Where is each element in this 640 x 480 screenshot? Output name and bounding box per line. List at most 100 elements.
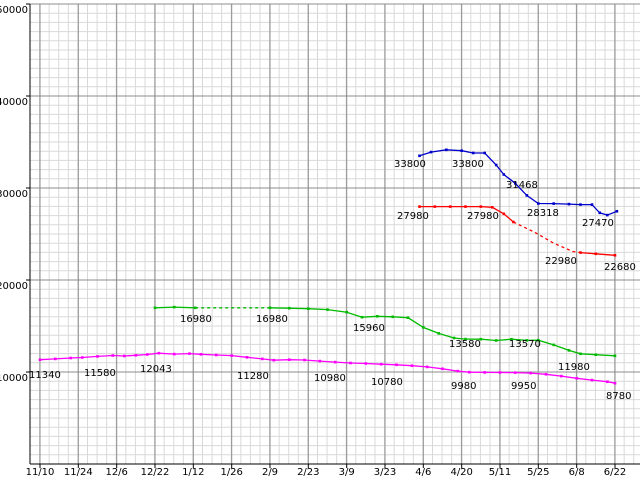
data-point-marker [333,360,337,364]
data-point-marker [318,359,322,363]
y-tick-label: 40000 [0,97,28,108]
data-point-marker [494,339,498,342]
y-tick-label: 30000 [0,189,28,200]
value-label: 15960 [353,323,385,334]
data-point-marker [287,306,291,310]
data-point-marker [268,306,272,310]
data-point-marker [567,349,571,352]
data-point-marker [245,356,249,359]
x-tick-label: 5/25 [527,467,549,478]
data-point-marker [594,353,598,356]
data-point-marker [615,210,619,213]
value-label: 12043 [140,364,172,375]
data-point-marker [111,354,115,357]
x-tick-label: 3/9 [339,467,355,478]
data-point-marker [448,205,452,208]
data-point-marker [479,337,483,341]
data-point-marker [349,361,352,365]
magenta-series-markers [38,351,617,385]
data-point-marker [441,367,444,371]
data-point-marker [598,211,601,215]
data-point-marker [188,352,191,355]
data-point-marker [452,336,456,340]
x-tick-label: 12/6 [105,467,127,478]
value-label: 9980 [451,381,476,392]
data-point-marker [567,202,571,206]
value-label: 22980 [545,256,577,267]
data-point-marker [146,353,149,356]
x-tick-label: 2/9 [262,467,278,478]
data-point-marker [606,380,609,383]
data-point-marker [193,306,197,310]
data-point-marker [215,353,218,357]
green-series-markers [153,305,617,358]
data-point-marker [579,203,582,206]
x-tick-label: 6/8 [569,467,585,478]
data-point-marker [422,326,425,329]
data-point-marker [498,371,502,374]
data-point-marker [360,315,364,319]
x-tick-label: 4/6 [415,467,431,478]
value-label: 10780 [371,377,403,388]
value-label: 27980 [397,211,429,222]
data-point-marker [590,378,594,382]
red-series-segment [419,205,514,223]
x-tick-label: 11/10 [26,467,55,478]
data-point-marker [391,315,394,319]
data-point-marker [613,254,617,257]
x-tick-label: 11/24 [64,467,93,478]
data-point-marker [157,351,161,355]
data-point-marker [54,357,57,361]
data-point-marker [261,357,264,361]
grid-minor [29,3,640,465]
data-point-marker [537,338,540,342]
data-point-marker [287,358,291,361]
data-point-marker [579,352,582,356]
data-point-marker [613,381,617,385]
data-point-marker [606,213,609,217]
grid-major [30,3,640,464]
data-point-marker [552,343,555,347]
data-point-marker [303,358,306,362]
data-point-marker [514,182,517,185]
data-point-marker [579,251,582,254]
data-point-marker [345,310,348,314]
data-point-marker [464,337,467,341]
data-point-marker [471,151,475,155]
x-tick-label: 3/23 [374,467,396,478]
data-point-marker [172,305,176,309]
blue-series-segment [419,149,618,216]
data-point-marker [376,315,379,318]
axes [26,3,640,468]
data-point-marker [613,354,617,358]
data-point-marker [364,362,368,365]
data-point-marker [38,358,42,361]
data-point-marker [544,373,548,376]
value-label: 16980 [180,314,212,325]
data-point-marker [552,202,555,205]
data-point-marker [575,377,578,380]
data-point-marker [425,365,429,369]
data-point-marker [479,205,483,208]
red-series-segment [513,221,581,254]
blue-series-line [419,149,618,216]
value-label: 8780 [606,391,631,402]
data-point-marker [153,306,157,310]
data-point-marker [406,316,410,319]
data-point-marker [418,205,421,208]
value-label: 11280 [237,371,269,382]
value-label: 22680 [604,262,636,273]
value-label: 13570 [509,339,541,350]
data-point-marker [502,212,506,216]
red-series-markers [418,205,617,257]
data-point-marker [172,352,176,356]
data-point-marker [483,151,486,155]
data-point-marker [326,308,329,311]
data-point-marker [307,307,310,310]
x-tick-label: 4/20 [450,467,472,478]
data-point-marker [410,364,414,367]
value-label: 11340 [29,370,61,381]
